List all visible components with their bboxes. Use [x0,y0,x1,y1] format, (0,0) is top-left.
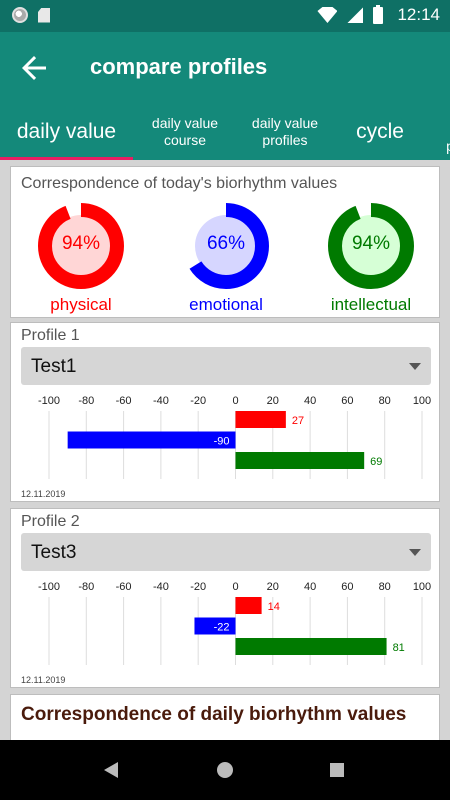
tab-partial[interactable]: p [446,137,450,154]
gauge-physical-label: physical [50,295,112,314]
profile-card-1: Profile 1 Test1 -100 -80 -60 -40 -20 0 20 40 60 8… [10,322,440,502]
gauge-arc [183,203,269,289]
sd-card-icon [38,7,50,23]
bar-intellectual [235,638,387,655]
gauge-intellectual-ring [328,203,414,289]
correspondence-card: Correspondence of today's biorhythm valu… [10,166,440,318]
gauge-center [195,215,257,277]
gauge-emotional-label: emotional [189,295,263,314]
x-tick-label: -40 [153,395,169,407]
gauge-arc [38,203,124,289]
bar-value-label: 69 [370,456,382,468]
tab-bar: daily value daily value course daily val… [0,104,450,160]
x-tick-label: -100 [38,581,60,593]
page-title: compare profiles [90,54,268,79]
gauge-physical-value: 94% [61,233,101,254]
profile-2-select[interactable]: Test3 [21,533,431,571]
bar-physical [235,597,262,614]
profile-1-select[interactable]: Test1 [21,347,431,385]
x-tick-label: -60 [116,581,132,593]
x-tick-label: 0 [232,395,238,407]
profile-1-date: 12.11.2019 [21,489,66,499]
signal-icon [347,7,364,23]
x-tick-label: 80 [379,395,391,407]
x-tick-label: 80 [379,581,391,593]
nav-back-icon[interactable] [104,762,118,778]
main-content[interactable]: Correspondence of today's biorhythm valu… [0,160,450,740]
profile-2-title: Profile 2 [21,513,80,530]
gauge-center [50,215,112,277]
profile-2-bar-chart: -100 -80 -60 -40 -20 0 20 40 60 80 100 14 -22 81 [38,581,431,665]
daily-correspondence-title: Correspondence of daily biorhythm values [21,704,407,725]
gauge-intellectual: 94% intellectual [301,199,441,319]
x-tick-label: 60 [341,581,353,593]
x-tick-label: 100 [413,395,431,407]
bar-physical [235,411,286,428]
status-bar: 12:14 [0,0,450,32]
app-notification-icon [12,7,28,23]
bar-emotional [194,617,236,635]
bar-value-label: -22 [214,622,230,634]
gauge-emotional-ring [183,203,269,289]
x-tick-label: 20 [267,581,279,593]
x-tick-label: 20 [267,395,279,407]
tab-daily-value-course[interactable]: daily value course [151,115,219,148]
profile-2-selected-value: Test3 [31,542,77,563]
gauge-arc [328,203,414,289]
gauge-physical: 94% physical [11,199,151,319]
correspondence-title: Correspondence of today's biorhythm valu… [21,175,338,192]
nav-home-icon[interactable] [217,762,233,778]
dropdown-caret-icon [409,549,421,556]
bar-value-label: 27 [292,415,304,427]
gauge-emotional-value: 66% [206,233,246,254]
profile-card-2: Profile 2 Test3 -100 -80 -60 -40 -20 0 20 40 60 8… [10,508,440,688]
x-tick-label: -100 [38,395,60,407]
gauge-center [340,215,402,277]
app-bar: compare profiles [0,32,450,104]
bar-emotional [67,431,236,449]
x-tick-label: -80 [78,581,94,593]
battery-icon [373,4,384,24]
arrow-back-icon[interactable] [16,50,52,86]
bar-intellectual [235,452,365,469]
tab-cycle[interactable]: cycle [356,120,404,143]
bar-value-label: 81 [393,642,405,654]
x-tick-label: 60 [341,395,353,407]
nav-recent-apps-icon[interactable] [330,763,344,777]
x-tick-label: -20 [190,581,206,593]
profile-1-title: Profile 1 [21,327,80,344]
gauge-physical-ring [38,203,124,289]
gauge-intellectual-value: 94% [351,233,391,254]
daily-correspondence-card: Correspondence of daily biorhythm values [10,694,440,740]
gauge-intellectual-label: intellectual [330,295,412,314]
x-tick-label: -20 [190,395,206,407]
bar-value-label: -90 [214,436,230,448]
tab-daily-value-profiles[interactable]: daily value profiles [251,115,319,148]
profile-2-date: 12.11.2019 [21,675,66,685]
active-tab-indicator [0,157,133,160]
x-tick-label: -60 [116,395,132,407]
bar-value-label: 14 [268,601,280,613]
dropdown-caret-icon [409,363,421,370]
navigation-bar [0,740,450,800]
profile-1-bar-chart: -100 -80 -60 -40 -20 0 20 40 60 80 100 27 -90 69 [38,395,431,479]
profile-1-selected-value: Test1 [31,356,77,377]
x-tick-label: -40 [153,581,169,593]
x-tick-label: 40 [304,395,316,407]
gauge-emotional: 66% emotional [156,199,296,319]
x-tick-label: -80 [78,395,94,407]
x-tick-label: 0 [232,581,238,593]
clock: 12:14 [397,5,440,24]
tab-daily-value[interactable]: daily value [16,120,117,143]
wifi-icon [317,7,338,23]
x-tick-label: 40 [304,581,316,593]
x-tick-label: 100 [413,581,431,593]
